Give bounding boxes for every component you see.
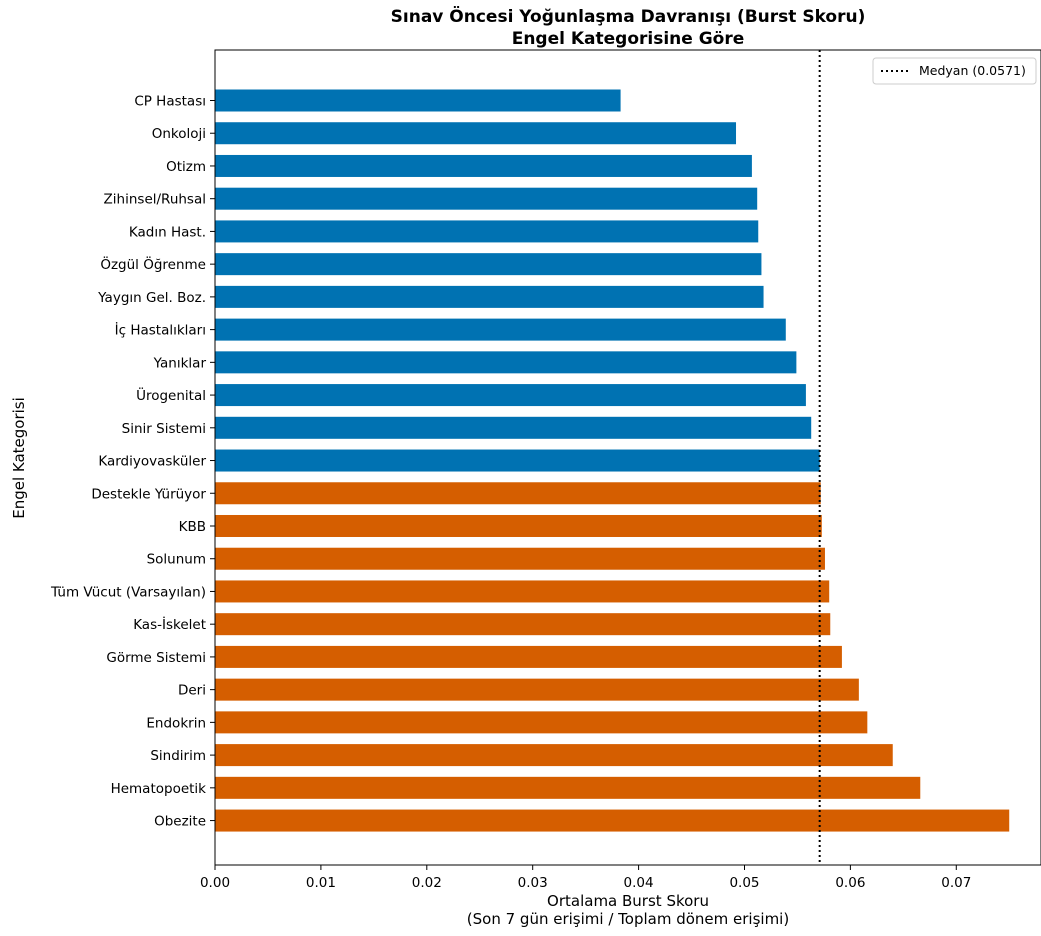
bar	[215, 187, 758, 210]
category-label: Özgül Öğrenme	[100, 255, 206, 273]
y-axis-label: Engel Kategorisi	[10, 397, 28, 519]
category-label: Destekle Yürüyor	[91, 486, 206, 502]
category-label: Yaygın Gel. Boz.	[97, 290, 206, 306]
bar	[215, 580, 830, 603]
bar	[215, 776, 921, 799]
x-tick-label: 0.06	[835, 875, 865, 891]
x-tick-label: 0.01	[306, 875, 336, 891]
category-label: Zihinsel/Ruhsal	[104, 192, 206, 208]
category-label: Otizm	[166, 159, 206, 175]
category-label: Sinir Sistemi	[122, 421, 206, 437]
legend-median-label: Medyan (0.0571)	[919, 63, 1026, 78]
bar	[215, 645, 842, 668]
x-tick-label: 0.04	[624, 875, 654, 891]
bar	[215, 351, 797, 374]
bar	[215, 678, 859, 701]
category-label: Kas-İskelet	[133, 615, 206, 633]
category-label: Görme Sistemi	[106, 650, 206, 666]
bar	[215, 122, 737, 145]
category-label: Ürogenital	[136, 386, 206, 404]
bar	[215, 384, 806, 407]
bar	[215, 547, 825, 570]
bar	[215, 285, 764, 308]
category-label: KBB	[179, 519, 206, 535]
x-tick-label: 0.02	[412, 875, 442, 891]
bar	[215, 220, 759, 243]
x-axis-label-line2: (Son 7 gün erişimi / Toplam dönem erişim…	[467, 910, 789, 928]
bar	[215, 514, 822, 537]
bars-group	[215, 89, 1010, 832]
bar	[215, 711, 868, 734]
bar	[215, 318, 786, 341]
legend-box	[872, 57, 1037, 85]
chart-subtitle: Engel Kategorisine Göre	[512, 29, 745, 49]
bar	[215, 482, 821, 505]
category-label: Obezite	[154, 814, 206, 830]
category-label: İç Hastalıkları	[115, 321, 206, 339]
bar	[215, 416, 812, 439]
x-tick-label: 0.03	[518, 875, 548, 891]
chart-title: Sınav Öncesi Yoğunlaşma Davranışı (Burst…	[391, 5, 866, 27]
category-label: Hematopoetik	[111, 781, 207, 797]
category-label: Yanıklar	[153, 355, 207, 371]
category-label: Deri	[178, 683, 206, 699]
category-label: CP Hastası	[134, 94, 206, 110]
category-label: Solunum	[147, 552, 206, 568]
category-labels: CP Hastası Onkoloji Otizm Zihinsel/Ruhsal Ka…	[50, 94, 215, 830]
bar	[215, 809, 1010, 832]
category-label: Kardiyovasküler	[98, 454, 206, 470]
bar	[215, 449, 820, 472]
bar	[215, 253, 762, 276]
x-tick-label: 0.07	[941, 875, 971, 891]
x-tick-label: 0.05	[729, 875, 759, 891]
category-label: Tüm Vücut (Varsayılan)	[50, 584, 206, 600]
x-tick-label: 0.00	[200, 875, 230, 891]
plot-frame	[214, 49, 1041, 866]
x-ticks: 0.00 0.01 0.02 0.03 0.04 0.05 0.06 0.07	[200, 865, 971, 891]
bar	[215, 154, 752, 177]
bar	[215, 744, 893, 767]
category-label: Kadın Hast.	[129, 224, 206, 240]
bar	[215, 89, 621, 112]
legend: Medyan (0.0571)	[872, 57, 1037, 85]
category-label: Onkoloji	[152, 126, 206, 142]
bar	[215, 613, 831, 636]
category-label: Endokrin	[146, 715, 206, 731]
x-axis-label: Ortalama Burst Skoru	[547, 892, 709, 910]
category-label: Sindirim	[150, 748, 206, 764]
